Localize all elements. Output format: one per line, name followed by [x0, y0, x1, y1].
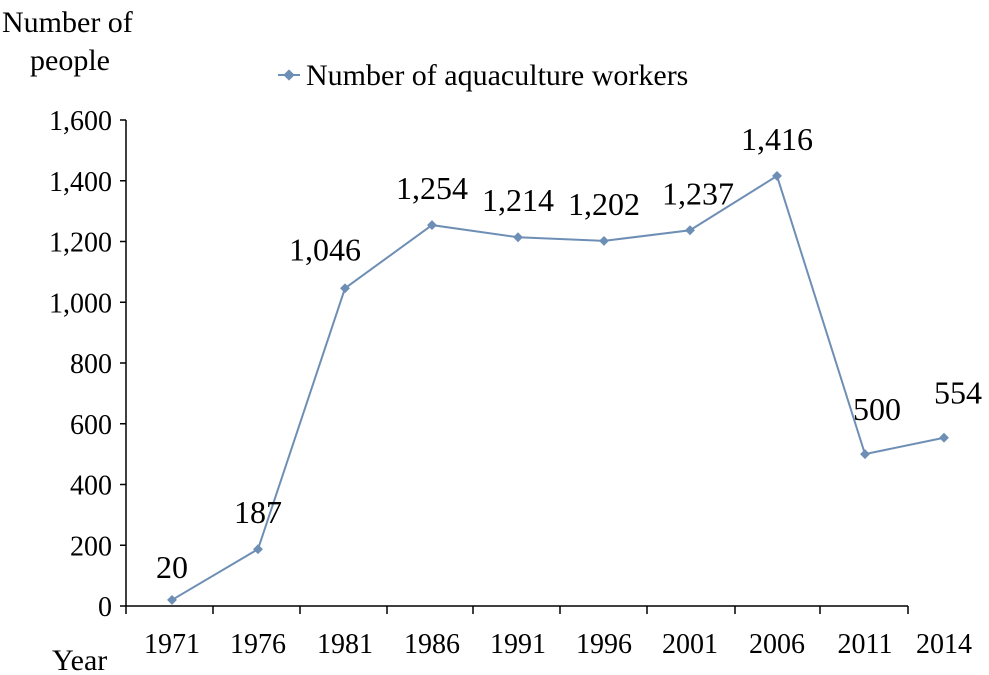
data-label: 1,237 [662, 175, 734, 211]
data-label: 1,202 [568, 186, 640, 222]
y-axis-title-line1: Number of [2, 6, 133, 39]
x-tick-label: 1976 [230, 629, 286, 660]
data-label: 554 [934, 375, 982, 411]
y-tick-label: 1,000 [49, 288, 112, 319]
y-tick-label: 800 [70, 349, 112, 380]
x-tick-label: 2001 [662, 629, 718, 660]
legend-point-marker [283, 69, 295, 81]
x-tick-label: 2011 [838, 629, 893, 660]
y-axis-ticks: 0 200 400 600 800 1,000 1,200 1,400 1,600 [49, 106, 126, 623]
y-tick-label: 400 [70, 471, 112, 502]
x-tick-label: 2006 [749, 629, 805, 660]
data-label: 1,214 [482, 182, 554, 218]
series-group [167, 170, 949, 605]
data-label: 1,254 [396, 170, 468, 206]
data-point [167, 594, 177, 605]
x-tick-label: 1986 [404, 629, 460, 660]
y-tick-label: 1,600 [49, 106, 112, 137]
x-tick-label: 1971 [144, 629, 200, 660]
data-point [772, 170, 782, 181]
y-tick-label: 600 [70, 410, 112, 441]
data-point [253, 544, 263, 555]
x-tick-label: 1991 [490, 629, 546, 660]
data-label: 187 [234, 494, 282, 530]
data-point [685, 225, 695, 236]
y-tick-label: 0 [98, 592, 112, 623]
y-tick-label: 1,200 [49, 228, 112, 259]
data-point [599, 235, 609, 246]
legend: Number of aquaculture workers [278, 59, 688, 92]
series-line [171, 174, 945, 601]
data-point [427, 220, 437, 231]
x-tick-label: 1996 [576, 629, 632, 660]
data-point [513, 232, 523, 243]
y-axis-title-line2: people [30, 44, 110, 77]
x-axis-title: Year [52, 644, 107, 675]
data-label: 20 [156, 549, 188, 585]
data-point [860, 449, 870, 460]
data-label: 500 [853, 391, 901, 427]
y-tick-label: 1,400 [49, 167, 112, 198]
data-label: 1,046 [289, 231, 361, 267]
x-tick-label: 2014 [916, 629, 972, 660]
data-point [939, 432, 949, 443]
x-tick-label: 1981 [317, 629, 373, 660]
data-label: 1,416 [741, 121, 813, 157]
y-tick-label: 200 [70, 531, 112, 562]
x-axis-ticks: 1971 1976 1981 1986 1991 1996 2001 2006 2011 2014 [125, 606, 972, 660]
legend-label: Number of aquaculture workers [306, 59, 688, 92]
data-point [340, 283, 350, 294]
